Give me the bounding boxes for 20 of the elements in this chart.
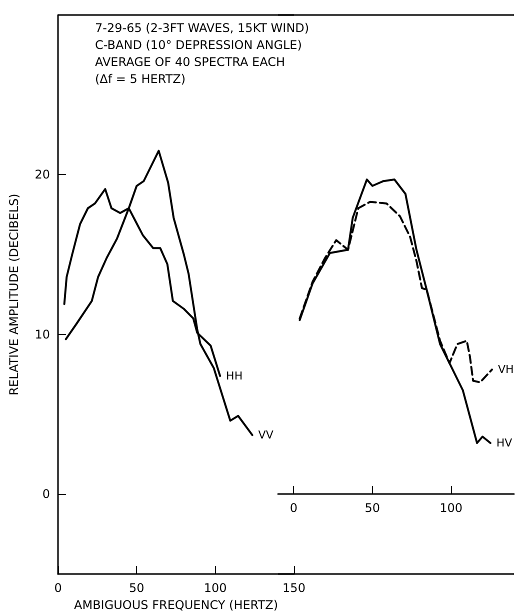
x-tick-label: 0 bbox=[54, 581, 62, 595]
x-tick-label: 50 bbox=[364, 501, 380, 516]
y-tick-label: 0 bbox=[42, 487, 50, 502]
y-axis-title: RELATIVE AMPLITUDE (DECIBELS) bbox=[7, 194, 21, 396]
x-tick-label: 150 bbox=[282, 581, 306, 595]
x-tick-label: 0 bbox=[290, 501, 298, 516]
series-label: VH bbox=[498, 363, 514, 376]
annotation: 7-29-65 (2-3FT WAVES, 15KT WIND) bbox=[95, 21, 310, 35]
series-label: HH bbox=[226, 369, 243, 382]
series-label: HV bbox=[496, 436, 513, 450]
annotation: (Δf = 5 HERTZ) bbox=[95, 72, 186, 86]
series-label: VV bbox=[258, 428, 274, 442]
x-axis-title: AMBIGUOUS FREQUENCY (HERTZ) bbox=[74, 598, 278, 611]
y-tick-label: 10 bbox=[34, 327, 50, 342]
x-tick-label: 50 bbox=[129, 581, 144, 595]
annotation: C-BAND (10° DEPRESSION ANGLE) bbox=[95, 38, 302, 52]
annotation: AVERAGE OF 40 SPECTRA EACH bbox=[95, 55, 286, 69]
x-tick-label: 100 bbox=[440, 501, 463, 516]
x-tick-label: 100 bbox=[204, 581, 227, 595]
y-tick-label: 20 bbox=[34, 168, 50, 182]
